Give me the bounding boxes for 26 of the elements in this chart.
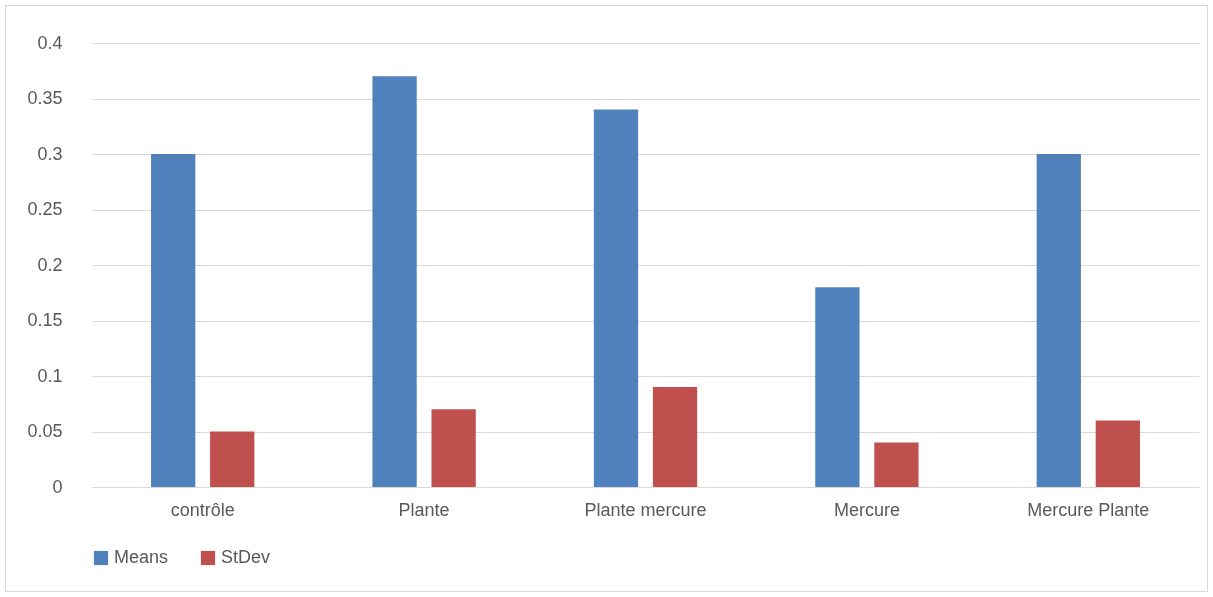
y-tick-label: 0.25	[27, 199, 63, 219]
bar	[210, 431, 255, 487]
x-tick-label: Plante mercure	[584, 499, 707, 520]
y-tick-label: 0.3	[37, 143, 63, 164]
y-tick-label: 0	[52, 476, 63, 497]
x-tick-label: Plante	[398, 499, 450, 520]
y-tick-label: 0.1	[37, 365, 63, 386]
bar	[151, 154, 196, 487]
y-tick-label: 0.35	[27, 88, 63, 108]
y-tick-label: 0.4	[37, 32, 63, 53]
bar	[431, 409, 476, 487]
bar	[1095, 420, 1140, 487]
bar	[372, 76, 417, 487]
bar	[874, 442, 919, 487]
y-tick-label: 0.2	[37, 254, 63, 275]
bar	[593, 109, 639, 487]
bar	[1036, 154, 1081, 487]
y-tick-label: 0.05	[27, 421, 63, 441]
bar	[652, 387, 698, 487]
x-tick-label: contrôle	[170, 499, 235, 520]
legend-label: Means	[114, 547, 169, 567]
x-tick-label: Mercure	[833, 499, 900, 520]
legend-label: StDev	[221, 547, 271, 567]
bar	[815, 287, 860, 487]
y-tick-label: 0.15	[27, 310, 63, 330]
x-tick-label: Mercure Plante	[1027, 499, 1150, 520]
